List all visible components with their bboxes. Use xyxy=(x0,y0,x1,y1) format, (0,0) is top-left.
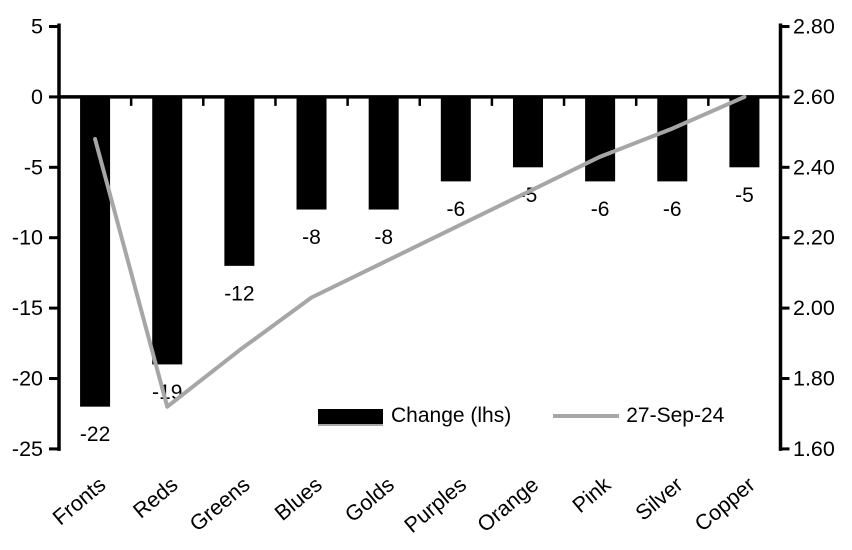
category-label-orange: Orange xyxy=(473,472,543,536)
legend-bar-label: Change (lhs) xyxy=(391,404,512,427)
chart-legend: Change (lhs) 27-Sep-24 xyxy=(318,403,758,429)
right-axis-tick-label: 2.00 xyxy=(793,296,835,320)
legend-line-swatch xyxy=(553,414,620,418)
category-label-pink: Pink xyxy=(568,472,616,517)
right-axis-tick-label: 1.60 xyxy=(793,437,835,461)
bar-data-label: -22 xyxy=(80,423,110,446)
bar-data-label: -8 xyxy=(374,226,393,249)
bar-data-label: -6 xyxy=(663,198,682,221)
left-axis-tick-label: 0 xyxy=(31,85,43,109)
category-label-greens: Greens xyxy=(185,472,254,536)
bar-data-label: -8 xyxy=(302,226,321,249)
bar-data-label: -5 xyxy=(735,184,754,207)
bar-reds xyxy=(152,96,183,365)
bar-silver xyxy=(657,96,688,182)
category-label-fronts: Fronts xyxy=(48,472,110,530)
right-axis-tick-label: 2.60 xyxy=(793,85,835,109)
category-label-purples: Purples xyxy=(400,472,471,537)
legend-line-label: 27-Sep-24 xyxy=(626,404,725,427)
bar-data-label: -19 xyxy=(152,381,182,404)
left-axis-tick-label: -25 xyxy=(12,437,43,461)
right-axis-tick-label: 2.40 xyxy=(793,155,835,179)
bar-fronts xyxy=(80,96,111,407)
bar-data-label: -12 xyxy=(224,282,254,305)
category-label-copper: Copper xyxy=(690,472,759,536)
bar-pink xyxy=(585,96,616,182)
category-label-reds: Reds xyxy=(129,472,183,523)
bar-copper xyxy=(729,96,760,168)
left-axis-tick-label: -20 xyxy=(12,367,43,391)
right-axis-tick-label: 2.20 xyxy=(793,226,835,250)
bar-blues xyxy=(296,96,327,210)
legend-bar-swatch xyxy=(318,408,383,426)
left-axis-tick-label: -15 xyxy=(12,296,43,320)
bar-greens xyxy=(224,96,255,266)
right-axis-tick-label: 2.80 xyxy=(793,15,835,39)
bar-purples xyxy=(440,96,471,182)
bar-orange xyxy=(512,96,543,168)
category-label-blues: Blues xyxy=(270,472,327,525)
category-label-silver: Silver xyxy=(631,472,688,525)
left-axis-tick-label: -5 xyxy=(24,155,43,179)
bar-data-label: -6 xyxy=(446,198,465,221)
left-axis-tick-label: -10 xyxy=(12,226,43,250)
bar-golds xyxy=(368,96,399,210)
right-axis-tick-label: 1.80 xyxy=(793,367,835,391)
line-series xyxy=(93,94,747,409)
bar-data-label: -6 xyxy=(591,198,610,221)
category-label-golds: Golds xyxy=(340,472,398,526)
left-axis-tick-label: 5 xyxy=(31,15,43,39)
